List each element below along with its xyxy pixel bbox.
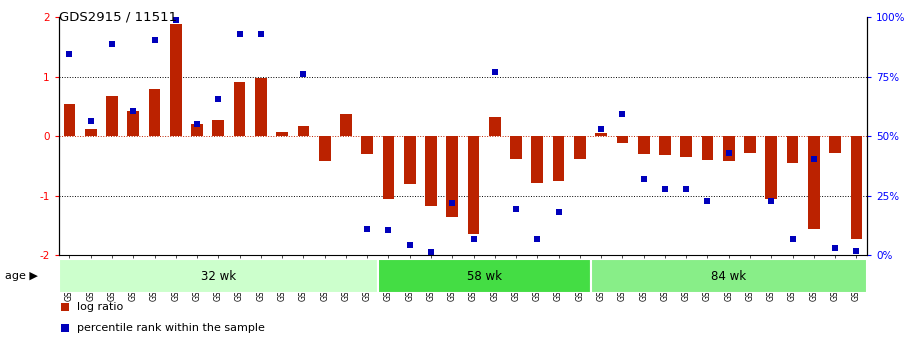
- Bar: [233, 81, 245, 136]
- Bar: [595, 133, 607, 136]
- Bar: [531, 136, 543, 183]
- Bar: [378, 259, 590, 293]
- Bar: [425, 136, 437, 207]
- Bar: [361, 136, 373, 154]
- Bar: [319, 136, 330, 161]
- Bar: [489, 117, 500, 136]
- Text: 84 wk: 84 wk: [711, 269, 747, 283]
- Bar: [766, 136, 777, 199]
- Bar: [170, 24, 182, 136]
- Bar: [574, 136, 586, 159]
- Bar: [723, 136, 735, 161]
- Bar: [638, 136, 650, 154]
- Bar: [510, 136, 522, 159]
- Bar: [128, 111, 139, 136]
- Bar: [744, 136, 756, 153]
- Bar: [468, 136, 480, 235]
- Bar: [446, 136, 458, 217]
- Bar: [191, 124, 203, 136]
- Bar: [63, 104, 75, 136]
- Bar: [553, 136, 565, 181]
- Bar: [383, 136, 395, 199]
- Bar: [404, 136, 415, 184]
- Bar: [340, 114, 352, 136]
- Bar: [659, 136, 671, 155]
- Bar: [148, 89, 160, 136]
- Text: 32 wk: 32 wk: [201, 269, 236, 283]
- Text: GDS2915 / 11511: GDS2915 / 11511: [59, 10, 177, 23]
- Text: 58 wk: 58 wk: [467, 269, 501, 283]
- Bar: [808, 136, 820, 228]
- Bar: [590, 259, 867, 293]
- Text: percentile rank within the sample: percentile rank within the sample: [77, 323, 264, 333]
- Bar: [681, 136, 692, 157]
- Bar: [616, 136, 628, 144]
- Bar: [85, 129, 97, 136]
- Bar: [786, 136, 798, 163]
- Text: age ▶: age ▶: [5, 271, 37, 281]
- Bar: [829, 136, 841, 153]
- Bar: [59, 259, 378, 293]
- Bar: [106, 96, 118, 136]
- Bar: [213, 120, 224, 136]
- Bar: [276, 131, 288, 136]
- Bar: [701, 136, 713, 160]
- Bar: [298, 126, 310, 136]
- Bar: [851, 136, 862, 239]
- Bar: [255, 78, 267, 136]
- Text: log ratio: log ratio: [77, 302, 123, 312]
